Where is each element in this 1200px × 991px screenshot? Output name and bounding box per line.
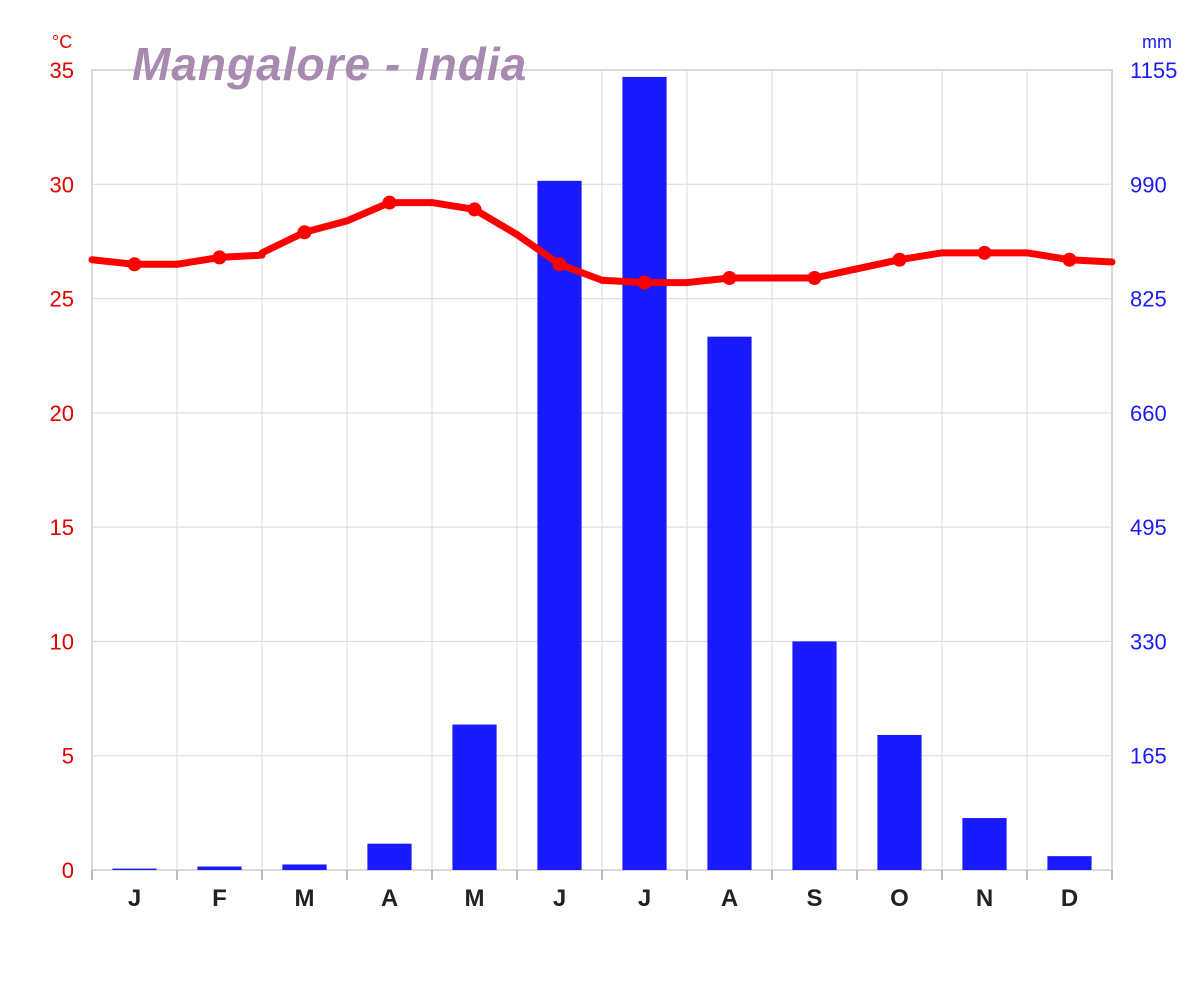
temp-marker: [298, 225, 312, 239]
month-label: M: [295, 885, 315, 912]
month-label: O: [890, 885, 909, 912]
precip-bar: [962, 818, 1006, 870]
right-axis-unit: mm: [1142, 32, 1172, 52]
precip-bar: [792, 641, 836, 870]
left-axis-unit: °C: [52, 32, 72, 52]
precip-bar: [112, 869, 156, 870]
precip-bar: [197, 867, 241, 870]
temp-marker: [128, 257, 142, 271]
temp-marker: [638, 276, 652, 290]
month-label: S: [806, 885, 822, 912]
temp-marker: [553, 257, 567, 271]
left-tick-label: 10: [50, 629, 74, 654]
left-tick-label: 25: [50, 287, 74, 312]
month-label: N: [976, 885, 993, 912]
right-tick-label: 660: [1130, 401, 1167, 426]
climate-chart: 0 5 10 15 20 25 30 35 165 330 495 660 825 990 1155 °C mm…: [0, 0, 1200, 991]
precip-bar: [622, 77, 666, 870]
right-tick-label: 495: [1130, 515, 1167, 540]
chart-svg: 0 5 10 15 20 25 30 35 165 330 495 660 825 990 1155 °C mm…: [0, 0, 1200, 991]
temp-marker: [213, 250, 227, 264]
precip-bar: [1047, 856, 1091, 870]
precip-bar: [367, 844, 411, 870]
temp-marker: [1063, 253, 1077, 267]
temp-marker: [808, 271, 822, 285]
left-tick-label: 15: [50, 515, 74, 540]
right-tick-label: 330: [1130, 629, 1167, 654]
temp-marker: [468, 202, 482, 216]
temp-marker: [978, 246, 992, 260]
month-label: D: [1061, 885, 1078, 912]
right-tick-label: 825: [1130, 287, 1167, 312]
temp-marker: [893, 253, 907, 267]
month-label: A: [721, 885, 738, 912]
temp-marker: [723, 271, 737, 285]
right-tick-label: 1155: [1130, 58, 1177, 83]
month-label: F: [212, 885, 227, 912]
month-label: J: [128, 885, 141, 912]
left-tick-label: 30: [50, 172, 74, 197]
left-tick-label: 20: [50, 401, 74, 426]
chart-title: Mangalore - India: [132, 38, 527, 90]
left-tick-label: 0: [62, 858, 74, 883]
precip-bar: [452, 725, 496, 870]
precip-bar: [877, 735, 921, 870]
left-tick-label: 35: [50, 58, 74, 83]
precip-bar: [707, 337, 751, 870]
month-label: A: [381, 885, 398, 912]
month-label: J: [638, 885, 651, 912]
left-tick-label: 5: [62, 744, 74, 769]
precip-bar: [537, 181, 581, 870]
temp-marker: [383, 196, 397, 210]
precip-bar: [282, 864, 326, 870]
month-label: M: [465, 885, 485, 912]
right-tick-label: 165: [1130, 744, 1167, 769]
month-label: J: [553, 885, 566, 912]
right-tick-label: 990: [1130, 172, 1167, 197]
